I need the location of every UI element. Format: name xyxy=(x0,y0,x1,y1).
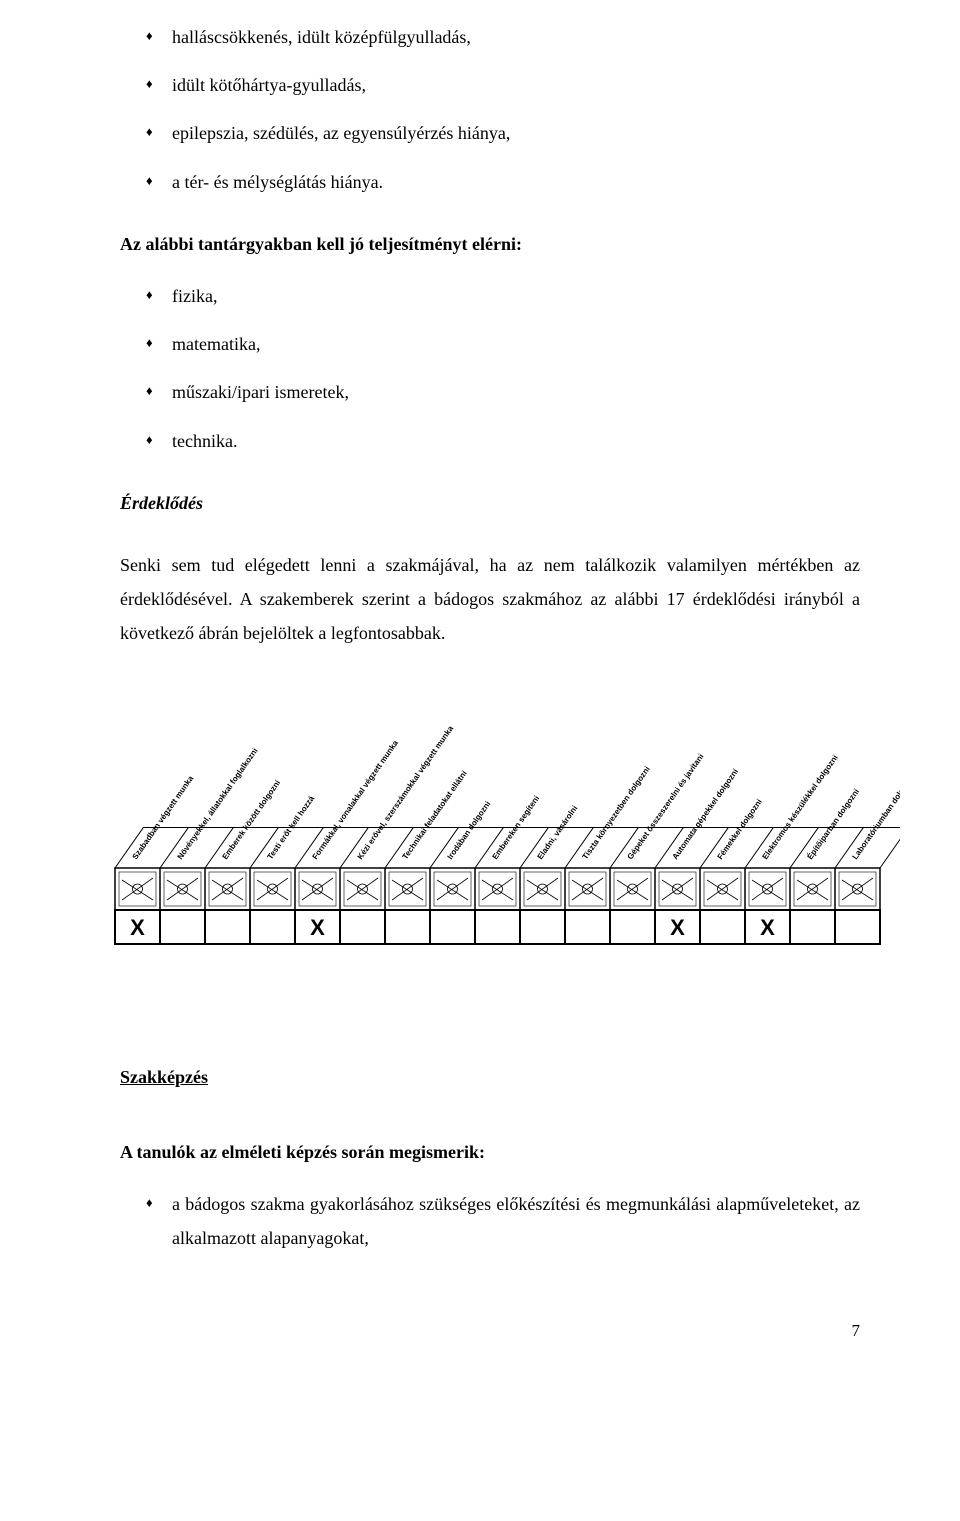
interest-heading: Érdeklődés xyxy=(120,486,860,520)
list-item-text: technika. xyxy=(172,431,237,451)
svg-text:Gépeket összeszerelni és javít: Gépeket összeszerelni és javítani xyxy=(626,753,706,862)
list-item-text: a tér- és mélységlátás hiánya. xyxy=(172,172,383,192)
svg-text:X: X xyxy=(130,915,145,940)
svg-text:X: X xyxy=(670,915,685,940)
list-item-text: epilepszia, szédülés, az egyensúlyérzés … xyxy=(172,123,510,143)
training-heading: Szakképzés xyxy=(120,1060,860,1094)
svg-text:Építőiparban dolgozni: Építőiparban dolgozni xyxy=(806,788,862,862)
list-item-text: a bádogos szakma gyakorlásához szükséges… xyxy=(172,1194,860,1248)
list-item-text: műszaki/ipari ismeretek, xyxy=(172,382,349,402)
list-item: matematika, xyxy=(146,327,860,361)
training-intro: A tanulók az elméleti képzés során megis… xyxy=(120,1135,860,1169)
list-item-text: idült kötőhártya-gyulladás, xyxy=(172,75,366,95)
svg-text:Formákkal, vonalakkal végzett: Formákkal, vonalakkal végzett munka xyxy=(311,739,401,862)
list-item-text: fizika, xyxy=(172,286,217,306)
svg-text:X: X xyxy=(760,915,775,940)
list-item: fizika, xyxy=(146,279,860,313)
list-item: epilepszia, szédülés, az egyensúlyérzés … xyxy=(146,116,860,150)
list-item: a bádogos szakma gyakorlásához szükséges… xyxy=(146,1187,860,1255)
list-item: technika. xyxy=(146,424,860,458)
list-item: műszaki/ipari ismeretek, xyxy=(146,375,860,409)
svg-text:X: X xyxy=(310,915,325,940)
list-item: idült kötőhártya-gyulladás, xyxy=(146,68,860,102)
svg-text:Eladni, vásárolni: Eladni, vásárolni xyxy=(536,804,580,861)
subjects-intro: Az alábbi tantárgyakban kell jó teljesít… xyxy=(120,227,860,261)
list-item: a tér- és mélységlátás hiánya. xyxy=(146,165,860,199)
svg-text:Laboratóriumban dolgozni: Laboratóriumban dolgozni xyxy=(851,774,900,862)
svg-text:Kézi erővel, szerszámokkal vég: Kézi erővel, szerszámokkal végzett munka xyxy=(356,724,456,861)
interest-paragraph: Senki sem tud elégedett lenni a szakmájá… xyxy=(120,548,860,651)
interest-diagram: Szabadban végzett munkaNövényekkel, álla… xyxy=(100,710,900,970)
diagram-svg: Szabadban végzett munkaNövényekkel, álla… xyxy=(100,710,900,970)
list-item-text: matematika, xyxy=(172,334,260,354)
health-conditions-list: halláscsökkenés, idült középfülgyulladás… xyxy=(120,20,860,199)
svg-text:Irodában dolgozni: Irodában dolgozni xyxy=(446,800,493,862)
list-item: halláscsökkenés, idült középfülgyulladás… xyxy=(146,20,860,54)
training-list: a bádogos szakma gyakorlásához szükséges… xyxy=(120,1187,860,1255)
subjects-list: fizika, matematika, műszaki/ipari ismere… xyxy=(120,279,860,458)
svg-text:Elektromos készülékkel dolgozn: Elektromos készülékkel dolgozni xyxy=(761,754,840,862)
svg-text:Növényekkel, állatokkal foglal: Növényekkel, állatokkal foglalkozni xyxy=(176,747,260,862)
page-number: 7 xyxy=(120,1315,860,1347)
list-item-text: halláscsökkenés, idült középfülgyulladás… xyxy=(172,27,471,47)
